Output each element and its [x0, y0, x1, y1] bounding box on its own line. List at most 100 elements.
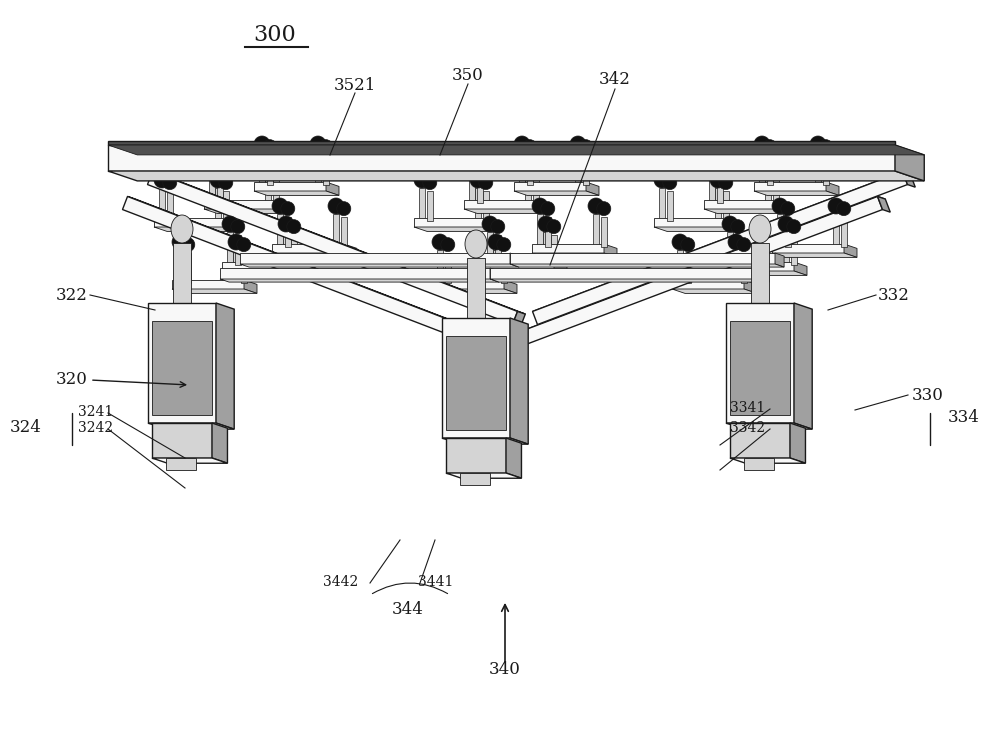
- Polygon shape: [604, 244, 617, 257]
- Ellipse shape: [465, 230, 487, 258]
- Polygon shape: [776, 200, 789, 213]
- Polygon shape: [259, 152, 265, 182]
- Circle shape: [570, 136, 586, 152]
- Text: 3341: 3341: [730, 401, 765, 415]
- Polygon shape: [108, 145, 924, 155]
- Polygon shape: [772, 244, 844, 253]
- Polygon shape: [277, 214, 283, 244]
- Polygon shape: [841, 217, 847, 246]
- Polygon shape: [794, 303, 812, 429]
- Polygon shape: [878, 196, 890, 212]
- Circle shape: [787, 220, 801, 234]
- Text: 3241: 3241: [78, 405, 113, 419]
- Circle shape: [778, 216, 794, 232]
- Polygon shape: [326, 182, 339, 196]
- Polygon shape: [486, 218, 499, 232]
- Polygon shape: [152, 423, 212, 458]
- Polygon shape: [464, 209, 549, 213]
- Polygon shape: [172, 289, 257, 293]
- Polygon shape: [730, 458, 805, 463]
- Polygon shape: [510, 253, 775, 264]
- Polygon shape: [744, 280, 757, 293]
- Polygon shape: [442, 438, 528, 444]
- Polygon shape: [654, 218, 726, 227]
- Polygon shape: [510, 253, 519, 267]
- Polygon shape: [759, 152, 765, 182]
- Polygon shape: [794, 262, 807, 276]
- Circle shape: [514, 136, 530, 152]
- Polygon shape: [504, 280, 517, 293]
- Polygon shape: [432, 289, 517, 293]
- Polygon shape: [772, 253, 857, 257]
- Polygon shape: [730, 321, 790, 415]
- Polygon shape: [122, 196, 493, 350]
- Polygon shape: [895, 145, 924, 181]
- Polygon shape: [291, 235, 297, 265]
- Polygon shape: [727, 232, 733, 262]
- Polygon shape: [244, 280, 257, 293]
- Polygon shape: [791, 235, 797, 265]
- Polygon shape: [333, 214, 339, 244]
- Polygon shape: [128, 196, 500, 339]
- Text: 340: 340: [489, 661, 521, 679]
- Polygon shape: [152, 458, 227, 463]
- Circle shape: [772, 198, 788, 214]
- Polygon shape: [148, 423, 234, 429]
- Polygon shape: [754, 182, 826, 191]
- Polygon shape: [185, 253, 191, 283]
- Text: 324: 324: [10, 419, 42, 436]
- Polygon shape: [315, 152, 321, 182]
- Polygon shape: [744, 458, 774, 470]
- Polygon shape: [482, 262, 554, 271]
- Text: 330: 330: [912, 386, 944, 403]
- Circle shape: [547, 220, 561, 234]
- Polygon shape: [537, 214, 543, 244]
- Polygon shape: [490, 279, 769, 282]
- Polygon shape: [475, 188, 481, 218]
- Polygon shape: [490, 268, 499, 282]
- Circle shape: [520, 154, 536, 170]
- Text: 3441: 3441: [418, 575, 453, 589]
- Circle shape: [219, 176, 233, 190]
- Circle shape: [837, 202, 851, 216]
- Circle shape: [281, 202, 295, 216]
- Circle shape: [597, 202, 611, 216]
- Polygon shape: [446, 473, 521, 478]
- Polygon shape: [209, 170, 215, 200]
- Polygon shape: [341, 217, 347, 246]
- Polygon shape: [487, 336, 500, 352]
- Circle shape: [769, 158, 783, 172]
- Polygon shape: [823, 155, 829, 185]
- Circle shape: [154, 172, 170, 188]
- Polygon shape: [685, 253, 691, 283]
- Polygon shape: [419, 188, 425, 218]
- Polygon shape: [216, 303, 234, 429]
- Circle shape: [464, 154, 480, 170]
- Polygon shape: [437, 250, 443, 280]
- Polygon shape: [723, 191, 729, 221]
- Polygon shape: [482, 271, 567, 276]
- Polygon shape: [773, 173, 779, 202]
- Polygon shape: [783, 232, 789, 262]
- Circle shape: [722, 216, 738, 232]
- Circle shape: [228, 234, 244, 250]
- Polygon shape: [730, 423, 790, 458]
- Polygon shape: [460, 473, 490, 485]
- Polygon shape: [167, 191, 173, 221]
- Circle shape: [719, 176, 733, 190]
- Polygon shape: [826, 182, 839, 196]
- Circle shape: [828, 198, 844, 214]
- Polygon shape: [177, 250, 183, 280]
- Polygon shape: [446, 438, 506, 473]
- Polygon shape: [487, 232, 493, 262]
- Circle shape: [172, 234, 188, 250]
- Polygon shape: [254, 191, 339, 196]
- Text: 3521: 3521: [334, 76, 376, 94]
- Circle shape: [654, 172, 670, 188]
- Polygon shape: [514, 191, 599, 196]
- Polygon shape: [483, 191, 489, 221]
- Polygon shape: [148, 303, 216, 423]
- Circle shape: [213, 158, 227, 172]
- Polygon shape: [464, 200, 536, 209]
- Polygon shape: [108, 171, 924, 181]
